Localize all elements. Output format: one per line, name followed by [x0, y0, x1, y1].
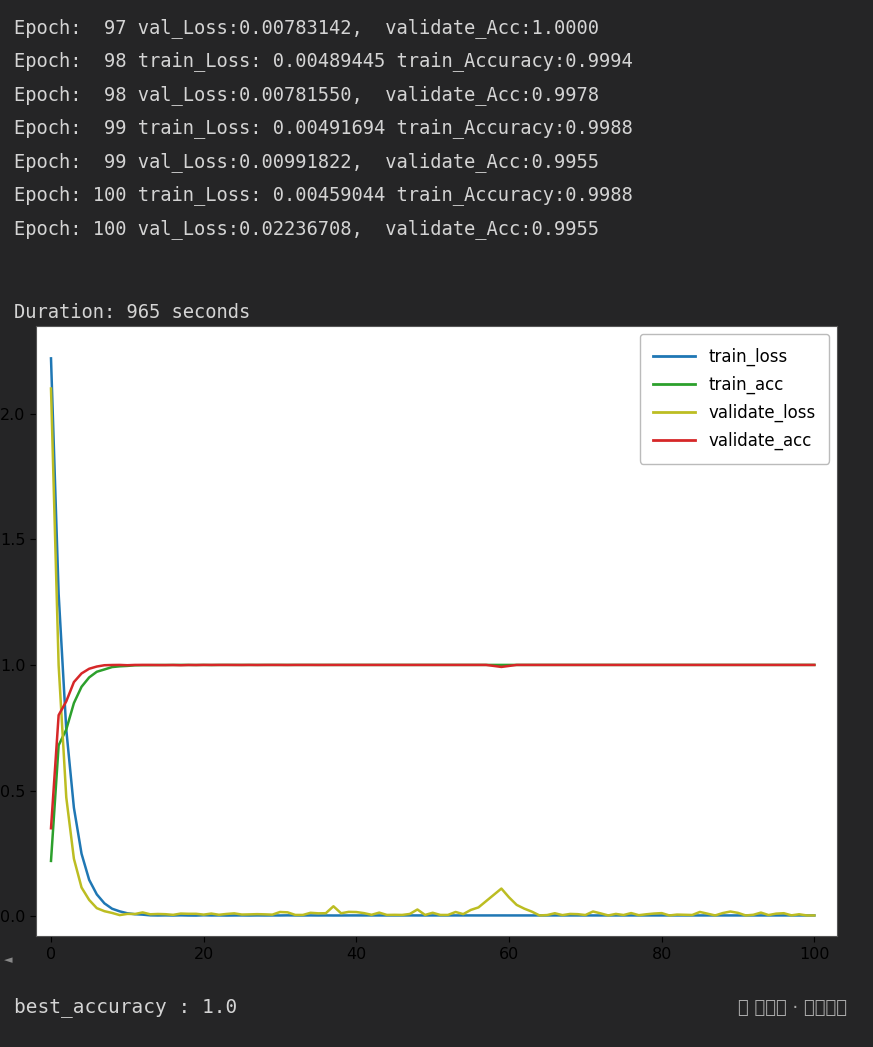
validate_loss: [237, 908, 247, 920]
validate_acc: [512, 659, 522, 671]
validate_loss: [100, 905, 110, 917]
train_acc: [175, 659, 186, 671]
train_loss: [100, 897, 110, 910]
validate_loss: [504, 891, 514, 904]
train_loss: [45, 352, 56, 364]
Text: 👻 公众号 · 建模先锋: 👻 公众号 · 建模先锋: [738, 999, 847, 1017]
Line: validate_acc: validate_acc: [51, 665, 815, 828]
Text: Epoch:  98 train_Loss: 0.00489445 train_Accuracy:0.9994: Epoch: 98 train_Loss: 0.00489445 train_A…: [14, 51, 633, 71]
Text: Epoch:  99 val_Loss:0.00991822,  validate_Acc:0.9955: Epoch: 99 val_Loss:0.00991822, validate_…: [14, 152, 599, 172]
train_acc: [512, 659, 522, 671]
Legend: train_loss, train_acc, validate_loss, validate_acc: train_loss, train_acc, validate_loss, va…: [640, 334, 829, 464]
validate_acc: [809, 659, 820, 671]
validate_loss: [588, 906, 598, 918]
validate_loss: [809, 909, 820, 921]
Text: Epoch:  98 val_Loss:0.00781550,  validate_Acc:0.9978: Epoch: 98 val_Loss:0.00781550, validate_…: [14, 85, 599, 105]
train_acc: [626, 659, 636, 671]
Text: Epoch: 100 val_Loss:0.02236708,  validate_Acc:0.9955: Epoch: 100 val_Loss:0.02236708, validate…: [14, 219, 599, 239]
Line: train_loss: train_loss: [51, 358, 815, 915]
Text: Epoch: 100 train_Loss: 0.00459044 train_Accuracy:0.9988: Epoch: 100 train_Loss: 0.00459044 train_…: [14, 185, 633, 205]
Line: train_acc: train_acc: [51, 665, 815, 861]
Text: Duration: 965 seconds: Duration: 965 seconds: [14, 303, 251, 321]
validate_acc: [626, 659, 636, 671]
train_loss: [809, 909, 820, 921]
validate_acc: [100, 659, 110, 671]
validate_loss: [397, 909, 408, 921]
validate_loss: [534, 909, 545, 921]
validate_acc: [244, 659, 255, 671]
train_acc: [45, 854, 56, 867]
validate_loss: [626, 907, 636, 919]
validate_acc: [404, 659, 415, 671]
train_acc: [588, 659, 598, 671]
train_loss: [588, 909, 598, 921]
Line: validate_loss: validate_loss: [51, 388, 815, 915]
validate_acc: [114, 659, 125, 671]
train_acc: [100, 663, 110, 675]
train_acc: [404, 659, 415, 671]
train_acc: [809, 659, 820, 671]
train_loss: [404, 909, 415, 921]
validate_acc: [45, 822, 56, 834]
train_loss: [512, 909, 522, 921]
validate_acc: [588, 659, 598, 671]
validate_loss: [45, 382, 56, 395]
Text: Epoch:  99 train_Loss: 0.00491694 train_Accuracy:0.9988: Epoch: 99 train_Loss: 0.00491694 train_A…: [14, 118, 633, 138]
train_loss: [191, 909, 202, 921]
train_loss: [626, 909, 636, 921]
train_loss: [244, 909, 255, 921]
Text: ◄: ◄: [4, 955, 13, 965]
Text: Epoch:  97 val_Loss:0.00783142,  validate_Acc:1.0000: Epoch: 97 val_Loss:0.00783142, validate_…: [14, 18, 599, 38]
Text: best_accuracy : 1.0: best_accuracy : 1.0: [14, 998, 237, 1018]
train_acc: [244, 659, 255, 671]
